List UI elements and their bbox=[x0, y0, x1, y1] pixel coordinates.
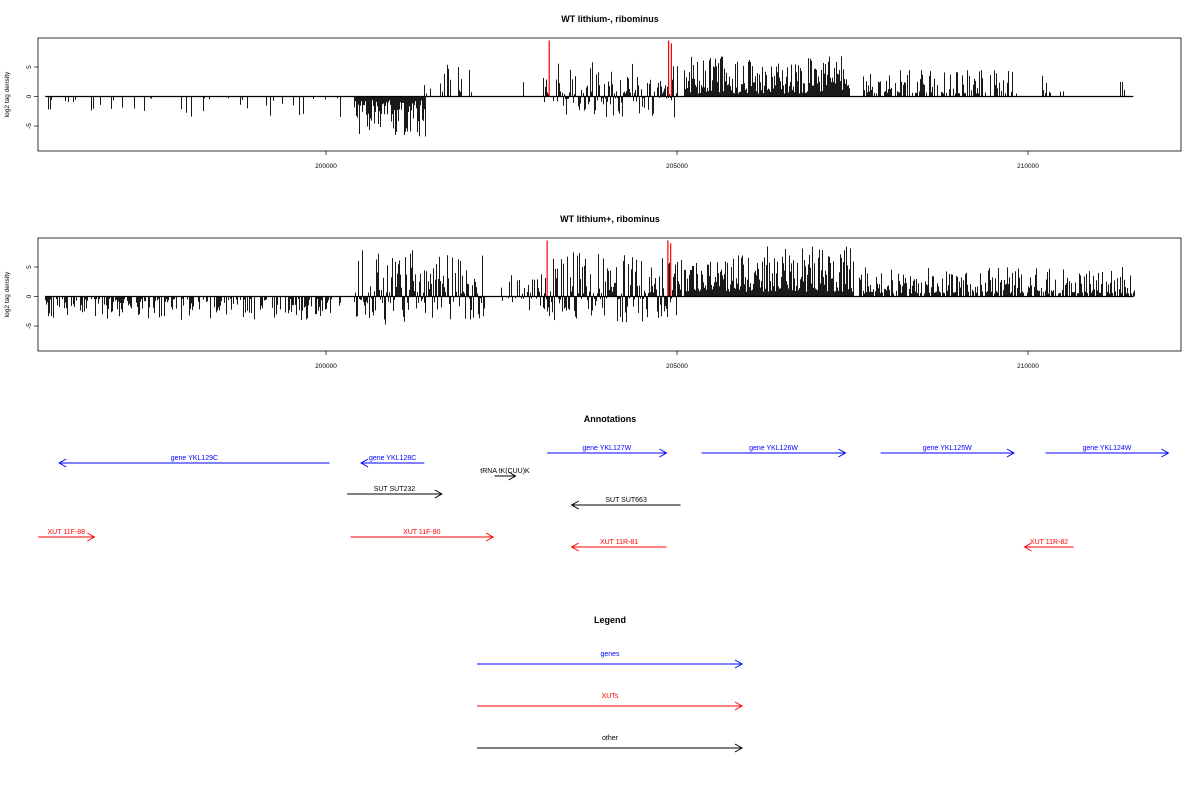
feature-label: XUT 11R-82 bbox=[1030, 539, 1068, 546]
legend-arrow bbox=[477, 701, 744, 711]
track-panel-lithium-plus: WT lithium+, ribominus -5 0 5 log2 tag densi… bbox=[4, 214, 1182, 370]
legend-label: genes bbox=[600, 651, 620, 658]
feature-label: XUT 11R-81 bbox=[600, 539, 638, 546]
x-tick-label: 210000 bbox=[1017, 363, 1039, 370]
chart-title: WT lithium+, ribominus bbox=[560, 214, 660, 224]
arrow-head-icon bbox=[508, 471, 517, 481]
feature-arrow bbox=[570, 500, 681, 510]
feature-arrow bbox=[360, 458, 425, 468]
feature-arrow bbox=[494, 471, 517, 481]
arrow-head-icon bbox=[1161, 448, 1170, 458]
legend-title: Legend bbox=[594, 615, 626, 625]
feature-arrow bbox=[547, 448, 668, 458]
arrow-head-icon bbox=[58, 458, 67, 468]
feature-label: gene YKL129C bbox=[171, 455, 218, 462]
arrow-head-icon bbox=[485, 532, 495, 542]
x-tick-label: 205000 bbox=[666, 163, 688, 170]
legend-panel: Legend genes XUTs other bbox=[477, 615, 744, 753]
x-tick-label: 205000 bbox=[666, 363, 688, 370]
feature-label: tRNA tK(CUU)K bbox=[480, 468, 530, 475]
feature-label: gene YKL125W bbox=[923, 445, 972, 452]
y-tick-label: 5 bbox=[26, 265, 33, 269]
track-panel-lithium-minus: WT lithium-, ribominus -5 0 5 log2 tag densi… bbox=[4, 14, 1182, 170]
feature-label: gene YKL127W bbox=[582, 445, 631, 452]
annotations-title: Annotations bbox=[584, 414, 637, 424]
legend-label: XUTs bbox=[602, 693, 619, 700]
feature-label: SUT SUT663 bbox=[605, 497, 647, 504]
plot-frame bbox=[37, 37, 1182, 152]
plot-frame bbox=[37, 237, 1182, 352]
feature-arrow bbox=[350, 532, 495, 542]
y-tick-label: 5 bbox=[26, 65, 33, 69]
y-tick-label: -5 bbox=[26, 323, 33, 329]
arrow-head-icon bbox=[1006, 448, 1015, 458]
y-axis-label: log2 tag density bbox=[4, 71, 11, 117]
feature-arrow bbox=[701, 448, 847, 458]
arrow-head-icon bbox=[360, 458, 369, 468]
arrow-head-icon bbox=[734, 659, 744, 669]
arrow-head-icon bbox=[1023, 542, 1032, 552]
x-tick-label: 200000 bbox=[315, 163, 337, 170]
x-tick-label: 210000 bbox=[1017, 163, 1039, 170]
arrow-head-icon bbox=[838, 448, 847, 458]
arrow-head-icon bbox=[659, 448, 668, 458]
y-axis-label: log2 tag density bbox=[4, 271, 11, 317]
legend-arrow bbox=[477, 743, 744, 753]
feature-arrow bbox=[1045, 448, 1170, 458]
x-tick-label: 200000 bbox=[315, 363, 337, 370]
legend-arrow bbox=[477, 659, 744, 669]
feature-label: gene YKL124W bbox=[1083, 445, 1132, 452]
feature-label: XUT 11F-88 bbox=[48, 529, 86, 536]
arrow-head-icon bbox=[434, 489, 443, 499]
feature-label: gene YKL128C bbox=[369, 455, 416, 462]
chart-title: WT lithium-, ribominus bbox=[561, 14, 659, 24]
signal-bars bbox=[45, 246, 1135, 325]
arrow-head-icon bbox=[734, 743, 744, 753]
annotations-panel: Annotations gene YKL129C gene YKL128C gene … bbox=[38, 414, 1170, 552]
feature-label: XUT 11F-90 bbox=[403, 529, 441, 536]
arrow-head-icon bbox=[87, 532, 96, 542]
feature-arrow bbox=[1023, 542, 1074, 552]
y-tick-label: 0 bbox=[26, 94, 33, 98]
y-tick-label: 0 bbox=[26, 294, 33, 298]
feature-arrow bbox=[347, 489, 443, 499]
feature-arrow bbox=[38, 532, 96, 542]
feature-label: SUT SUT232 bbox=[374, 486, 416, 493]
feature-arrow bbox=[880, 448, 1015, 458]
feature-arrow bbox=[58, 458, 330, 468]
y-tick-label: -5 bbox=[26, 123, 33, 129]
legend-label: other bbox=[602, 735, 619, 742]
signal-bars bbox=[48, 56, 1125, 137]
arrow-head-icon bbox=[570, 542, 579, 552]
feature-arrow bbox=[570, 542, 667, 552]
feature-label: gene YKL126W bbox=[749, 445, 798, 452]
arrow-head-icon bbox=[734, 701, 744, 711]
arrow-head-icon bbox=[570, 500, 579, 510]
